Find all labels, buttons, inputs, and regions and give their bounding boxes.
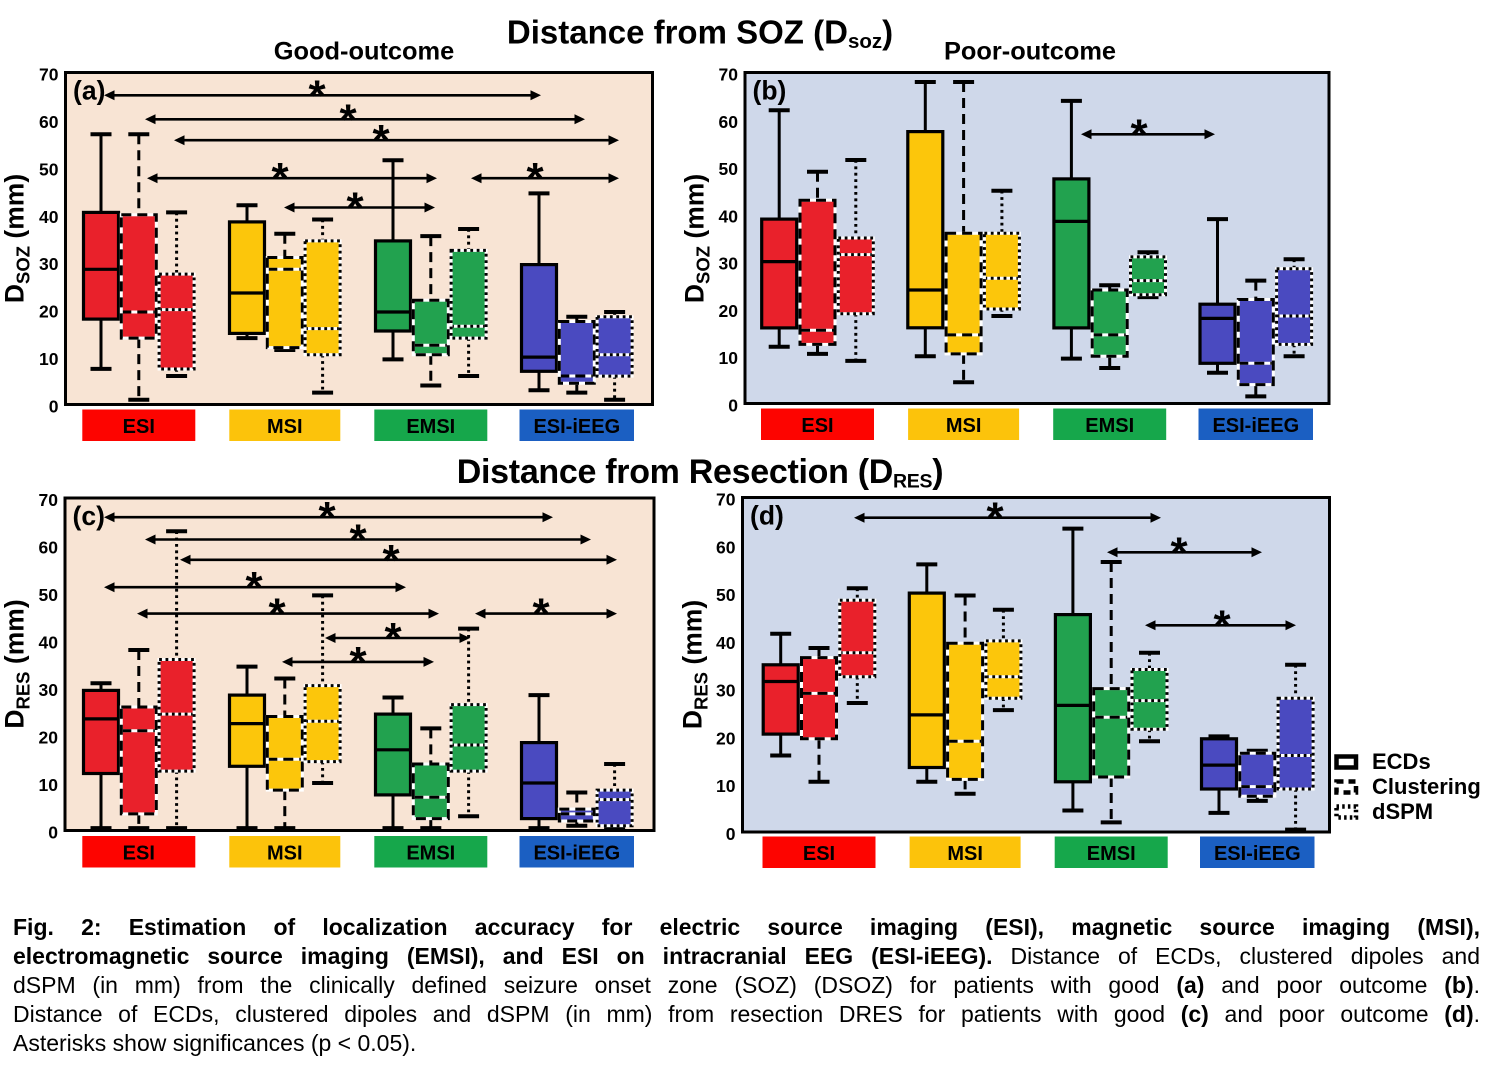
svg-text:*: * <box>384 614 402 663</box>
svg-text:50: 50 <box>716 585 736 605</box>
svg-text:40: 40 <box>39 207 59 227</box>
svg-text:dSPM: dSPM <box>1372 799 1433 824</box>
svg-text:10: 10 <box>39 349 59 369</box>
svg-text:Poor-outcome: Poor-outcome <box>944 38 1116 66</box>
svg-text:(b): (b) <box>753 76 787 106</box>
svg-text:(c): (c) <box>73 501 105 531</box>
svg-text:(d): (d) <box>750 501 784 531</box>
svg-text:DRES (mm): DRES (mm) <box>0 599 34 728</box>
svg-text:ESI: ESI <box>123 843 155 865</box>
svg-text:60: 60 <box>39 112 59 132</box>
svg-text:*: * <box>308 71 326 120</box>
svg-text:10: 10 <box>39 775 59 795</box>
svg-text:MSI: MSI <box>947 843 983 865</box>
svg-text:MSI: MSI <box>267 416 303 438</box>
svg-text:MSI: MSI <box>267 843 303 865</box>
svg-text:EMSI: EMSI <box>406 416 455 438</box>
svg-text:Distance from Resection (DRES): Distance from Resection (DRES) <box>457 453 943 493</box>
svg-text:20: 20 <box>716 728 736 748</box>
svg-text:DRES (mm): DRES (mm) <box>678 600 712 729</box>
svg-text:70: 70 <box>39 65 59 85</box>
svg-text:EMSI: EMSI <box>406 843 455 865</box>
svg-text:MSI: MSI <box>946 415 982 437</box>
svg-text:*: * <box>1130 110 1148 159</box>
svg-text:30: 30 <box>719 254 739 274</box>
svg-text:Distance from SOZ (Dsoz): Distance from SOZ (Dsoz) <box>507 14 893 54</box>
svg-text:20: 20 <box>39 728 59 748</box>
svg-text:10: 10 <box>716 776 736 796</box>
svg-text:*: * <box>986 494 1004 543</box>
svg-text:30: 30 <box>39 254 59 274</box>
svg-text:*: * <box>349 516 367 565</box>
svg-text:(a): (a) <box>73 76 105 106</box>
svg-text:*: * <box>346 184 364 233</box>
svg-text:ESI: ESI <box>123 416 155 438</box>
svg-text:*: * <box>318 493 336 542</box>
svg-text:ECDs: ECDs <box>1372 749 1431 774</box>
svg-text:0: 0 <box>726 824 736 844</box>
svg-text:10: 10 <box>719 348 739 368</box>
svg-text:*: * <box>349 638 367 687</box>
svg-text:0: 0 <box>49 397 59 417</box>
svg-text:50: 50 <box>719 159 739 179</box>
svg-text:20: 20 <box>39 302 59 322</box>
svg-text:DSOZ (mm): DSOZ (mm) <box>680 174 714 303</box>
svg-text:60: 60 <box>39 538 59 558</box>
svg-text:ESI: ESI <box>801 415 833 437</box>
svg-text:*: * <box>382 536 400 585</box>
svg-text:*: * <box>245 563 263 612</box>
svg-text:70: 70 <box>39 490 59 510</box>
svg-text:*: * <box>1170 528 1188 577</box>
svg-text:50: 50 <box>39 159 59 179</box>
svg-text:Good-outcome: Good-outcome <box>274 38 455 66</box>
svg-text:30: 30 <box>716 681 736 701</box>
svg-text:70: 70 <box>716 490 736 510</box>
svg-text:40: 40 <box>39 633 59 653</box>
svg-text:ESI-iEEG: ESI-iEEG <box>533 843 620 865</box>
svg-text:30: 30 <box>39 680 59 700</box>
svg-text:0: 0 <box>48 823 58 843</box>
svg-text:50: 50 <box>39 585 59 605</box>
svg-text:40: 40 <box>716 633 736 653</box>
svg-text:60: 60 <box>716 537 736 557</box>
svg-text:20: 20 <box>719 301 739 321</box>
svg-text:*: * <box>339 95 357 144</box>
svg-text:EMSI: EMSI <box>1085 415 1134 437</box>
svg-text:ESI: ESI <box>803 843 835 865</box>
svg-text:DSOZ (mm): DSOZ (mm) <box>0 174 34 303</box>
svg-text:*: * <box>526 154 544 203</box>
svg-text:*: * <box>268 590 286 639</box>
svg-text:ESI-iEEG: ESI-iEEG <box>533 416 620 438</box>
svg-text:*: * <box>271 154 289 203</box>
svg-text:*: * <box>1213 601 1231 650</box>
svg-text:60: 60 <box>719 112 739 132</box>
svg-text:ESI-iEEG: ESI-iEEG <box>1214 843 1301 865</box>
svg-text:EMSI: EMSI <box>1087 843 1136 865</box>
svg-text:ESI-iEEG: ESI-iEEG <box>1212 415 1299 437</box>
svg-text:*: * <box>532 590 550 639</box>
svg-text:Clustering: Clustering <box>1372 774 1481 799</box>
svg-text:40: 40 <box>719 206 739 226</box>
svg-text:0: 0 <box>728 396 738 416</box>
svg-text:*: * <box>372 116 390 165</box>
svg-text:70: 70 <box>719 65 739 85</box>
